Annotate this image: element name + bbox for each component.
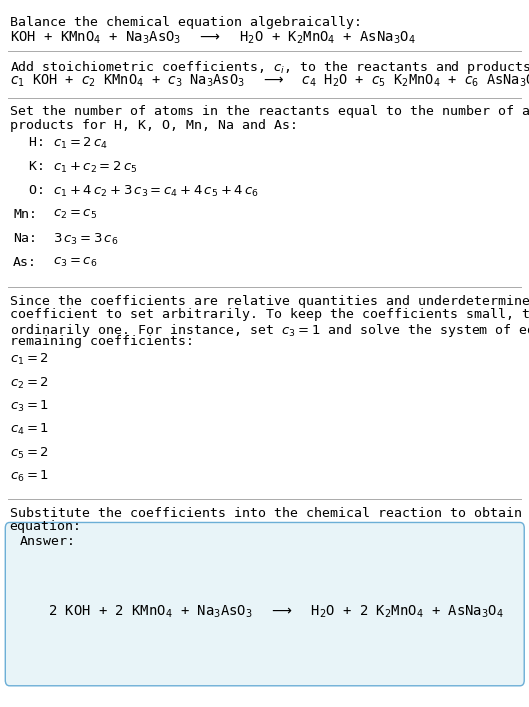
Text: $c_6 = 1$: $c_6 = 1$ [10, 469, 49, 484]
Text: Balance the chemical equation algebraically:: Balance the chemical equation algebraica… [10, 16, 361, 28]
Text: remaining coefficients:: remaining coefficients: [10, 335, 194, 348]
Text: $c_4 = 1$: $c_4 = 1$ [10, 422, 49, 437]
Text: Add stoichiometric coefficients, $c_i$, to the reactants and products:: Add stoichiometric coefficients, $c_i$, … [10, 59, 529, 76]
Text: equation:: equation: [10, 520, 81, 533]
Text: $c_1 + 4\,c_2 + 3\,c_3 = c_4 + 4\,c_5 + 4\,c_6$: $c_1 + 4\,c_2 + 3\,c_3 = c_4 + 4\,c_5 + … [53, 184, 259, 199]
Text: $3\,c_3 = 3\,c_6$: $3\,c_3 = 3\,c_6$ [53, 232, 118, 247]
Text: Answer:: Answer: [20, 535, 76, 548]
Text: Since the coefficients are relative quantities and underdetermined, choose a: Since the coefficients are relative quan… [10, 295, 529, 308]
Text: $c_3 = c_6$: $c_3 = c_6$ [53, 256, 97, 269]
Text: $c_3 = 1$: $c_3 = 1$ [10, 399, 49, 414]
Text: $c_2 = c_5$: $c_2 = c_5$ [53, 208, 97, 221]
Text: Na:: Na: [13, 232, 37, 245]
Text: 2 KOH + 2 KMnO$_4$ + Na$_3$AsO$_3$  $\longrightarrow$  H$_2$O + 2 K$_2$MnO$_4$ +: 2 KOH + 2 KMnO$_4$ + Na$_3$AsO$_3$ $\lon… [48, 604, 504, 620]
Text: O:: O: [13, 184, 45, 197]
Text: Mn:: Mn: [13, 208, 37, 221]
Text: $c_1 = 2$: $c_1 = 2$ [10, 352, 49, 367]
Text: $c_1$ KOH + $c_2$ KMnO$_4$ + $c_3$ Na$_3$AsO$_3$  $\longrightarrow$  $c_4$ H$_2$: $c_1$ KOH + $c_2$ KMnO$_4$ + $c_3$ Na$_3… [10, 73, 529, 89]
Text: As:: As: [13, 256, 37, 269]
Text: K:: K: [13, 160, 45, 173]
Text: H:: H: [13, 136, 45, 148]
FancyBboxPatch shape [5, 522, 524, 686]
Text: $c_5 = 2$: $c_5 = 2$ [10, 445, 49, 460]
Text: coefficient to set arbitrarily. To keep the coefficients small, the arbitrary va: coefficient to set arbitrarily. To keep … [10, 308, 529, 321]
Text: $c_1 = 2\,c_4$: $c_1 = 2\,c_4$ [53, 136, 108, 151]
Text: products for H, K, O, Mn, Na and As:: products for H, K, O, Mn, Na and As: [10, 119, 297, 132]
Text: Set the number of atoms in the reactants equal to the number of atoms in the: Set the number of atoms in the reactants… [10, 105, 529, 118]
Text: KOH + KMnO$_4$ + Na$_3$AsO$_3$  $\longrightarrow$  H$_2$O + K$_2$MnO$_4$ + AsNa$: KOH + KMnO$_4$ + Na$_3$AsO$_3$ $\longrig… [10, 30, 415, 46]
Text: Substitute the coefficients into the chemical reaction to obtain the balanced: Substitute the coefficients into the che… [10, 507, 529, 520]
Text: ordinarily one. For instance, set $c_3 = 1$ and solve the system of equations fo: ordinarily one. For instance, set $c_3 =… [10, 322, 529, 339]
Text: $c_1 + c_2 = 2\,c_5$: $c_1 + c_2 = 2\,c_5$ [53, 160, 138, 175]
Text: $c_2 = 2$: $c_2 = 2$ [10, 375, 49, 390]
